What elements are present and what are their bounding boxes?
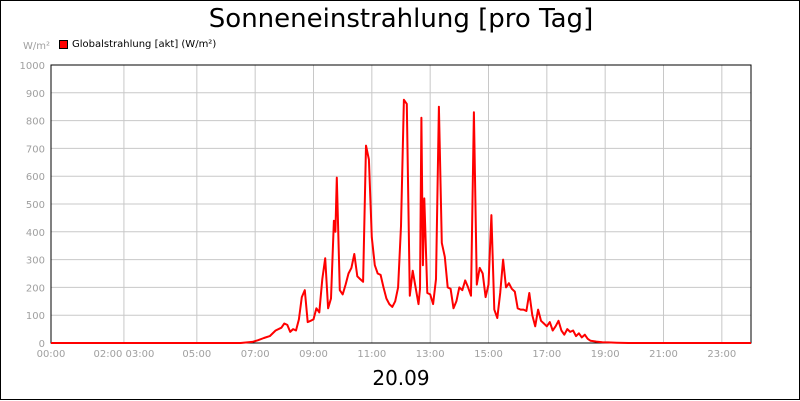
plot-border xyxy=(50,64,752,344)
y-tick-label: 500 xyxy=(26,200,45,211)
y-axis-unit-label: W/m² xyxy=(23,41,51,52)
x-tick-label: 23:00 xyxy=(707,349,736,360)
series-line xyxy=(51,98,751,344)
y-tick-label: 400 xyxy=(26,228,45,239)
x-tick-label: 11:00 xyxy=(357,349,386,360)
x-tick-label: 15:00 xyxy=(474,349,503,360)
y-tick-label: 1000 xyxy=(20,61,45,72)
y-tick-label: 700 xyxy=(26,144,45,155)
x-tick-label: 19:00 xyxy=(591,349,620,360)
y-tick-label: 100 xyxy=(26,311,45,322)
x-tick-label: 02:00 03:00 xyxy=(94,349,155,360)
x-tick-label: 05:00 xyxy=(182,349,211,360)
y-tick-label: 300 xyxy=(26,256,45,267)
legend: Globalstrahlung [akt] (W/m²) xyxy=(59,39,216,50)
y-tick-label: 900 xyxy=(26,89,45,100)
x-tick-label: 00:00 xyxy=(37,349,66,360)
x-tick-label: 09:00 xyxy=(299,349,328,360)
y-tick-label: 600 xyxy=(26,172,45,183)
y-tick-label: 0 xyxy=(39,339,45,350)
y-tick-label: 800 xyxy=(26,117,45,128)
x-tick-label: 07:00 xyxy=(241,349,270,360)
y-tick-label: 200 xyxy=(26,283,45,294)
date-label: 20.09 xyxy=(372,366,430,390)
legend-label: Globalstrahlung [akt] (W/m²) xyxy=(72,39,217,50)
x-tick-label: 13:00 xyxy=(416,349,445,360)
chart-title: Sonneneinstrahlung [pro Tag] xyxy=(208,4,594,34)
x-tick-label: 17:00 xyxy=(532,349,561,360)
legend-swatch xyxy=(59,40,68,49)
x-tick-label: 21:00 xyxy=(649,349,678,360)
